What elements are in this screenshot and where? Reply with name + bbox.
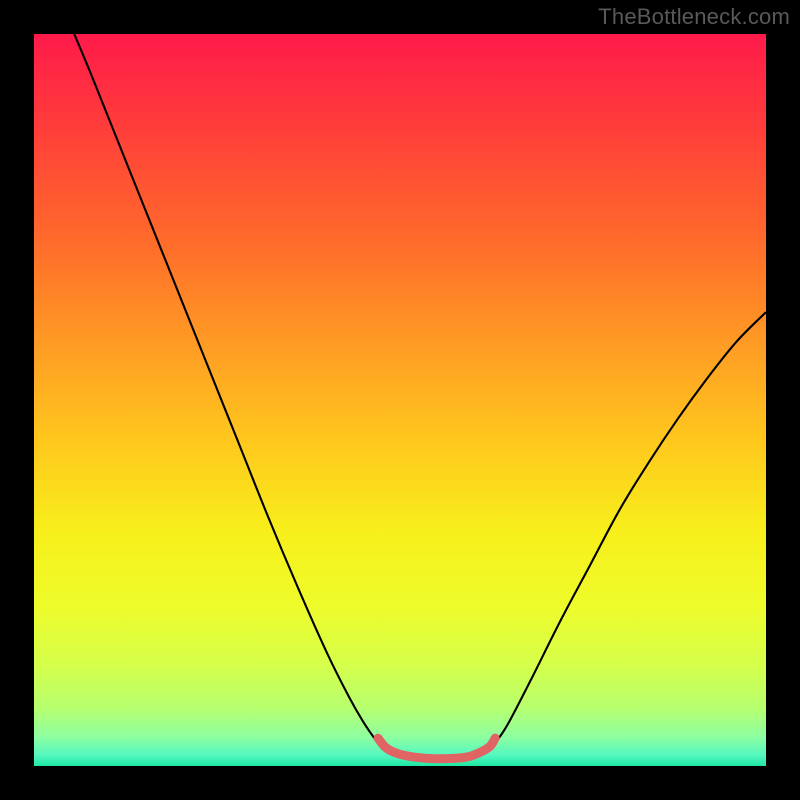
- bottleneck-curve-chart: [0, 0, 800, 800]
- plot-background: [34, 34, 766, 766]
- chart-root: TheBottleneck.com: [0, 0, 800, 800]
- watermark-text: TheBottleneck.com: [598, 4, 790, 30]
